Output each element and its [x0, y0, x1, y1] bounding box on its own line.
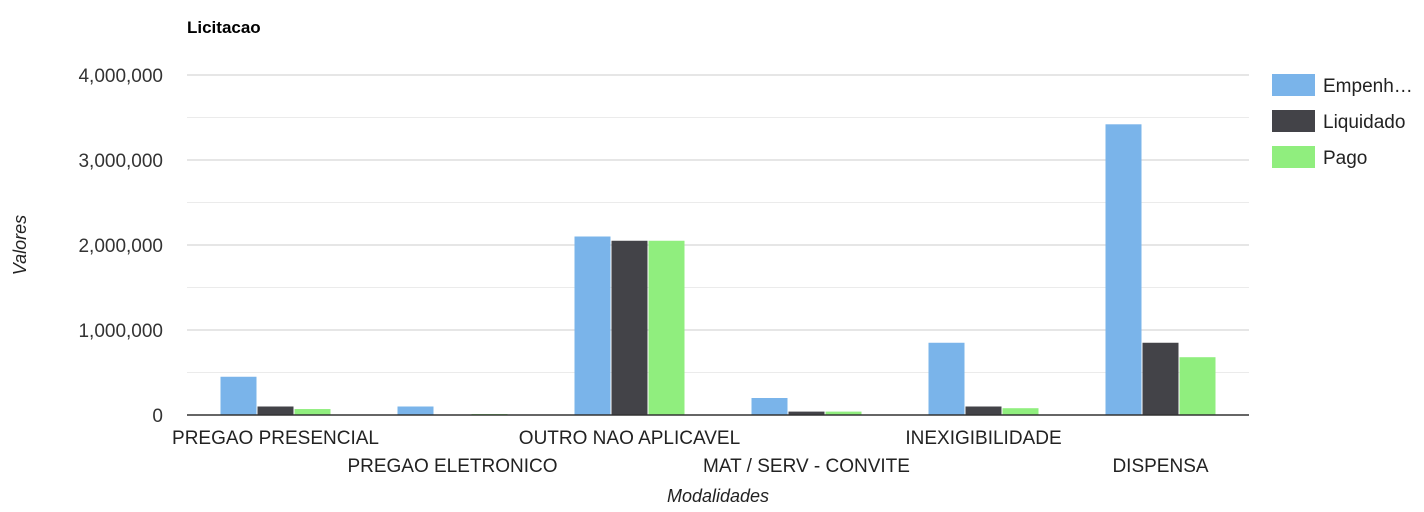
legend-label[interactable]: Pago — [1323, 148, 1367, 169]
y-tick-label: 3,000,000 — [78, 151, 163, 172]
bar[interactable] — [825, 411, 862, 415]
x-tick-label: MAT / SERV - CONVITE — [703, 456, 910, 477]
x-axis-ticks: PREGAO PRESENCIAL PREGAO ELETRONICO OUTRO … — [172, 428, 1209, 477]
legend-label[interactable]: Empenh… — [1323, 76, 1413, 97]
bar[interactable] — [1105, 124, 1142, 416]
y-tick-label: 1,000,000 — [78, 321, 163, 342]
bar[interactable] — [220, 376, 257, 415]
bar[interactable] — [648, 240, 685, 415]
legend: Empenh… Liquidado Pago — [1272, 74, 1413, 169]
y-tick-label: 0 — [152, 406, 163, 427]
bar[interactable] — [1179, 357, 1216, 415]
bar[interactable] — [294, 409, 331, 415]
bar[interactable] — [611, 240, 648, 415]
legend-swatch — [1272, 110, 1315, 132]
x-tick-label: INEXIGIBILIDADE — [905, 428, 1061, 449]
chart-title: Licitacao — [187, 18, 261, 37]
legend-swatch — [1272, 74, 1315, 96]
bar[interactable] — [788, 411, 825, 415]
y-tick-label: 2,000,000 — [78, 236, 163, 257]
x-tick-label: OUTRO NAO APLICAVEL — [519, 428, 740, 449]
bars — [220, 124, 1216, 416]
bar[interactable] — [397, 406, 434, 416]
x-tick-label: DISPENSA — [1112, 456, 1208, 477]
x-tick-label: PREGAO PRESENCIAL — [172, 428, 379, 449]
bar[interactable] — [1002, 408, 1039, 415]
bar[interactable] — [1142, 342, 1179, 415]
grid-lines — [187, 74, 1249, 373]
x-tick-label: PREGAO ELETRONICO — [347, 456, 557, 477]
bar[interactable] — [928, 342, 965, 415]
bar[interactable] — [574, 236, 611, 416]
legend-label[interactable]: Liquidado — [1323, 112, 1405, 133]
legend-swatch — [1272, 146, 1315, 168]
bar[interactable] — [751, 398, 788, 415]
y-axis-label: Valores — [10, 215, 30, 275]
x-axis-label: Modalidades — [667, 486, 769, 506]
y-axis-ticks: 0 1,000,000 2,000,000 3,000,000 4,000,000 — [78, 66, 163, 427]
bar[interactable] — [257, 406, 294, 416]
y-tick-label: 4,000,000 — [78, 66, 163, 87]
bar[interactable] — [965, 406, 1002, 416]
